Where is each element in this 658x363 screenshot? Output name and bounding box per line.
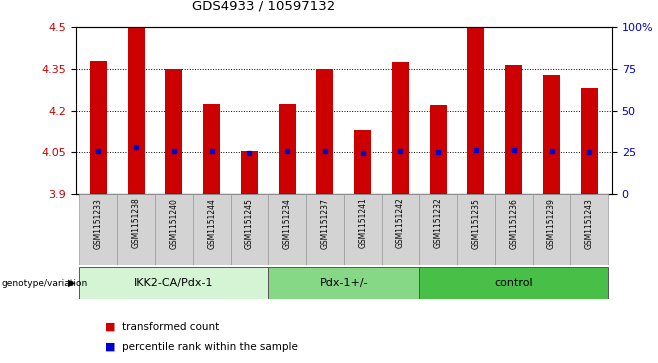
- Text: percentile rank within the sample: percentile rank within the sample: [122, 342, 297, 352]
- Text: GSM1151233: GSM1151233: [94, 198, 103, 249]
- Bar: [467, 27, 484, 194]
- Bar: [316, 69, 334, 194]
- Text: Pdx-1+/-: Pdx-1+/-: [320, 278, 368, 288]
- Text: control: control: [494, 278, 533, 288]
- Text: GSM1151243: GSM1151243: [585, 198, 594, 249]
- Text: GSM1151244: GSM1151244: [207, 198, 216, 249]
- Bar: [80, 194, 117, 265]
- Text: ■: ■: [105, 342, 116, 352]
- Text: genotype/variation: genotype/variation: [2, 279, 88, 287]
- Bar: [193, 194, 230, 265]
- Bar: [392, 62, 409, 194]
- Bar: [268, 267, 419, 299]
- Bar: [570, 194, 608, 265]
- Bar: [230, 194, 268, 265]
- Text: GSM1151232: GSM1151232: [434, 198, 443, 249]
- Bar: [80, 267, 268, 299]
- Text: GSM1151238: GSM1151238: [132, 198, 141, 249]
- Text: GSM1151234: GSM1151234: [283, 198, 291, 249]
- Text: GSM1151235: GSM1151235: [472, 198, 480, 249]
- Bar: [165, 69, 182, 194]
- Text: ■: ■: [105, 322, 116, 332]
- Bar: [155, 194, 193, 265]
- Text: GSM1151245: GSM1151245: [245, 198, 254, 249]
- Bar: [532, 194, 570, 265]
- Text: IKK2-CA/Pdx-1: IKK2-CA/Pdx-1: [134, 278, 214, 288]
- Bar: [268, 194, 306, 265]
- Text: GSM1151240: GSM1151240: [169, 198, 178, 249]
- Text: ▶: ▶: [68, 278, 75, 288]
- Bar: [419, 267, 608, 299]
- Bar: [278, 104, 295, 194]
- Bar: [203, 104, 220, 194]
- Text: GSM1151239: GSM1151239: [547, 198, 556, 249]
- Text: GSM1151237: GSM1151237: [320, 198, 330, 249]
- Bar: [128, 27, 145, 194]
- Text: GSM1151241: GSM1151241: [358, 198, 367, 249]
- Bar: [457, 194, 495, 265]
- Bar: [382, 194, 419, 265]
- Bar: [117, 194, 155, 265]
- Bar: [495, 194, 532, 265]
- Bar: [543, 74, 560, 194]
- Bar: [241, 151, 258, 194]
- Text: transformed count: transformed count: [122, 322, 219, 332]
- Bar: [90, 61, 107, 194]
- Bar: [306, 194, 343, 265]
- Bar: [430, 105, 447, 194]
- Bar: [505, 65, 522, 194]
- Bar: [419, 194, 457, 265]
- Text: GSM1151236: GSM1151236: [509, 198, 519, 249]
- Bar: [581, 89, 597, 194]
- Text: GDS4933 / 10597132: GDS4933 / 10597132: [191, 0, 335, 13]
- Bar: [343, 194, 382, 265]
- Bar: [354, 130, 371, 194]
- Text: GSM1151242: GSM1151242: [396, 198, 405, 249]
